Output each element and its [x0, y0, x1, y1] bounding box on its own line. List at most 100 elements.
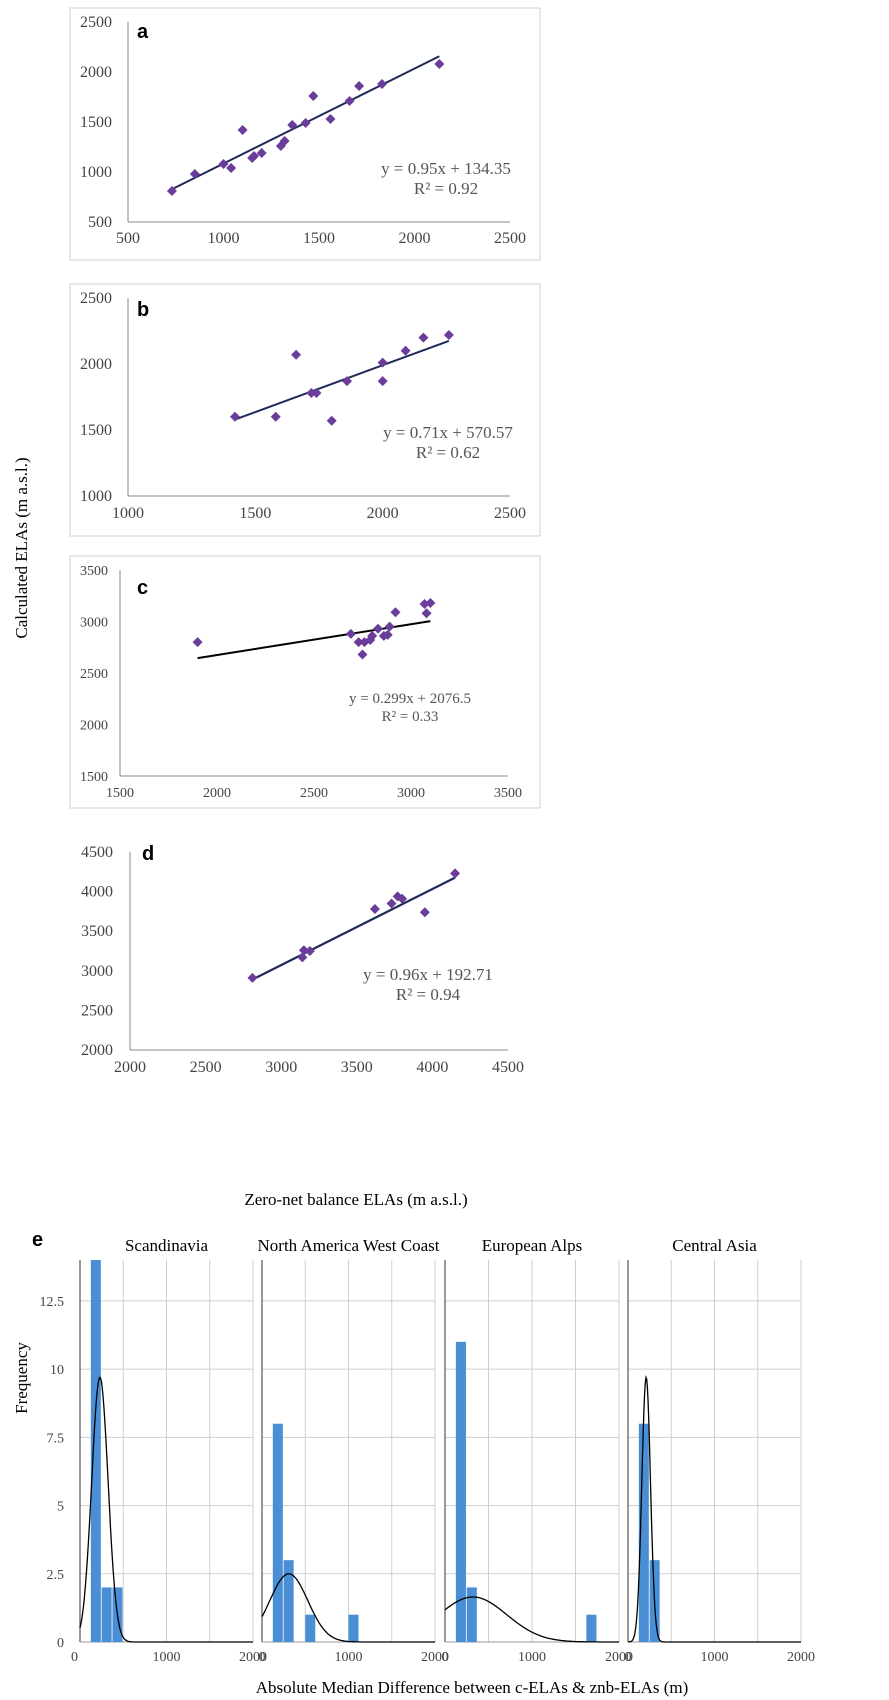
- data-point: [397, 893, 408, 904]
- y-tick-label: 3000: [81, 963, 113, 980]
- trendline: [197, 620, 431, 660]
- y-tick-label: 1500: [80, 770, 108, 785]
- data-point: [377, 376, 388, 387]
- y-tick-label: 1000: [80, 488, 112, 505]
- data-point: [306, 388, 317, 399]
- y-tick-label: 500: [88, 214, 112, 231]
- trendline: [251, 876, 456, 981]
- y-tick-label: 1500: [80, 422, 112, 439]
- y-tick-label: 1500: [80, 114, 112, 131]
- x-tick-label: 2000: [367, 505, 399, 522]
- data-point: [189, 169, 200, 179]
- data-point: [419, 907, 430, 918]
- data-point: [300, 118, 311, 128]
- data-point: [357, 649, 368, 660]
- data-point: [237, 125, 248, 135]
- x-tick-label: 1000: [153, 1650, 181, 1665]
- data-point: [297, 952, 308, 963]
- data-point: [326, 415, 337, 426]
- data-point: [425, 597, 436, 608]
- x-tick-label: 2000: [114, 1059, 146, 1076]
- data-point: [166, 186, 177, 196]
- y-tick-label: 3000: [80, 616, 108, 631]
- panel-letter: a: [137, 21, 149, 43]
- y-tick-label: 2500: [80, 667, 108, 682]
- panel-frame: [69, 283, 541, 537]
- x-tick-label: 0: [71, 1650, 78, 1665]
- x-tick-label: 3500: [494, 786, 522, 801]
- data-point: [304, 946, 315, 956]
- histogram-bar: [101, 1587, 112, 1642]
- histogram-bar: [90, 1260, 101, 1642]
- panel-letter: b: [137, 299, 149, 321]
- y-tick-label: 10: [50, 1363, 64, 1378]
- x-tick-label: 1500: [106, 786, 134, 801]
- y-tick-label: 2000: [80, 356, 112, 373]
- data-point: [270, 411, 281, 422]
- data-point: [354, 81, 365, 91]
- data-point: [226, 163, 237, 173]
- histogram-bar: [305, 1614, 316, 1642]
- data-point: [342, 376, 353, 387]
- x-tick-label: 0: [625, 1650, 632, 1665]
- x-tick-label: 3000: [397, 786, 425, 801]
- facet-scandinavia: Scandinavia 0 1000 2000: [71, 1236, 267, 1665]
- data-point: [247, 972, 258, 983]
- x-tick-label: 2000: [239, 1650, 267, 1665]
- y-tick-label: 4000: [81, 884, 113, 901]
- facet-title: North America West Coast: [258, 1236, 440, 1255]
- density-curve: [444, 1596, 619, 1643]
- data-point: [311, 388, 322, 399]
- data-point: [218, 159, 229, 169]
- data-point: [279, 136, 290, 146]
- density-curve: [627, 1375, 801, 1643]
- x-tick-label: 1500: [239, 505, 271, 522]
- x-tick-label: 2000: [203, 786, 231, 801]
- trendline: [234, 339, 450, 421]
- x-tick-label: 4000: [416, 1059, 448, 1076]
- data-point: [325, 114, 336, 124]
- histogram-bar: [272, 1423, 283, 1642]
- y-tick-label: 7.5: [47, 1431, 65, 1446]
- panel-letter-e: e: [32, 1229, 43, 1251]
- panel-frame: [69, 7, 541, 261]
- facet-european-alps: European Alps 0 1000 2000: [442, 1236, 634, 1665]
- panel-frame: [69, 555, 541, 809]
- regression-equation: y = 0.95x + 134.35: [381, 159, 511, 178]
- y-tick-label: 12.5: [40, 1295, 65, 1310]
- histogram-bar: [455, 1341, 466, 1642]
- x-axis-title-hist: Absolute Median Difference between c-ELA…: [256, 1678, 689, 1697]
- data-point: [344, 96, 355, 106]
- data-point: [377, 357, 388, 368]
- density-curve: [261, 1573, 435, 1643]
- data-point: [390, 607, 401, 618]
- x-tick-label: 2500: [494, 230, 526, 247]
- y-tick-label: 2500: [81, 1002, 113, 1019]
- scatter-panel-b: 1000 1500 2000 2500 1000 1500 2000 2500 b y = 0.7…: [69, 283, 541, 537]
- data-point: [386, 898, 397, 909]
- y-tick-label: 2.5: [47, 1568, 65, 1583]
- y-tick-label: 4500: [81, 844, 113, 861]
- data-point: [418, 332, 429, 343]
- data-point: [291, 349, 302, 360]
- data-point: [382, 629, 393, 640]
- data-point: [377, 79, 388, 89]
- x-tick-label: 2000: [787, 1650, 815, 1665]
- r-squared-label: R² = 0.92: [414, 179, 478, 198]
- data-point: [353, 637, 364, 648]
- data-point: [450, 868, 461, 879]
- x-tick-label: 2500: [300, 786, 328, 801]
- x-tick-label: 1500: [303, 230, 335, 247]
- x-axis-title-scatter: Zero-net balance ELAs (m a.s.l.): [244, 1190, 467, 1209]
- x-tick-label: 1000: [208, 230, 240, 247]
- facet-title: Scandinavia: [125, 1236, 209, 1255]
- x-tick-label: 2500: [494, 505, 526, 522]
- data-point: [443, 329, 454, 340]
- r-squared-label: R² = 0.94: [396, 985, 461, 1004]
- data-point: [373, 623, 384, 634]
- y-tick-label: 2000: [81, 1042, 113, 1059]
- x-tick-label: 0: [442, 1650, 449, 1665]
- x-tick-label: 2500: [190, 1059, 222, 1076]
- data-point: [229, 411, 240, 422]
